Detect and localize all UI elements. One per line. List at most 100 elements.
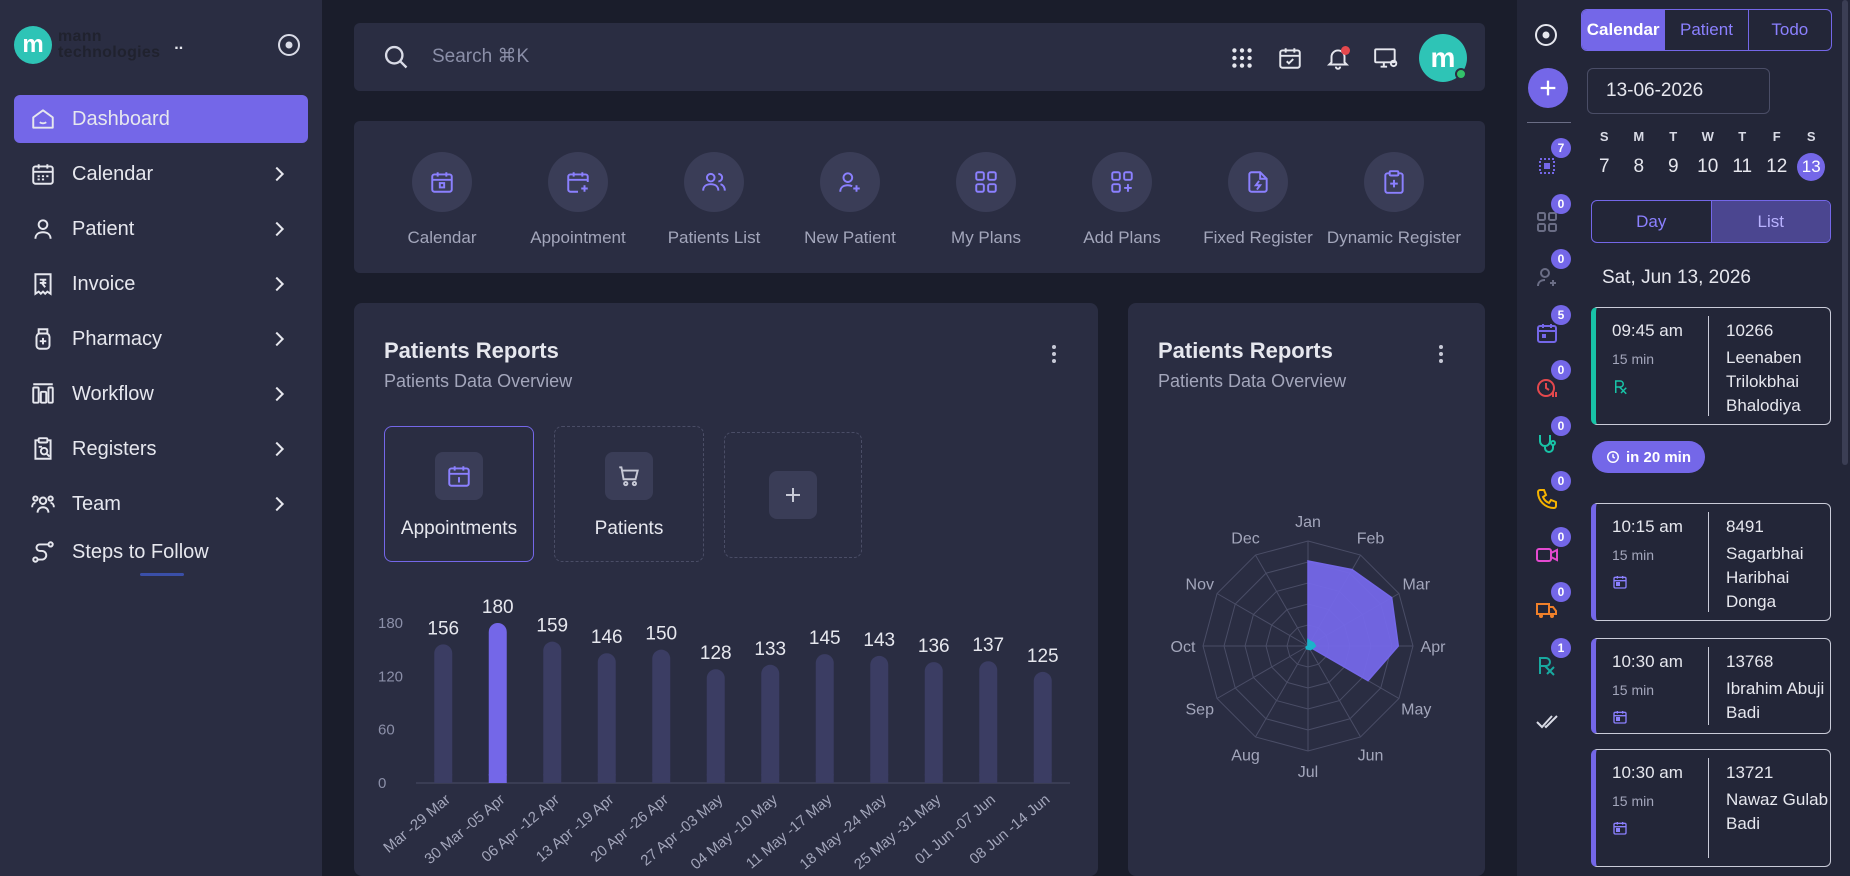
bar[interactable] [488, 623, 507, 783]
apps-grid-icon[interactable] [1229, 45, 1255, 71]
sidebar-item-steps[interactable]: Steps to Follow [14, 535, 308, 569]
appointment-card[interactable]: 09:45 am 15 min 10266 Leenaben Trilokbhai B… [1591, 307, 1831, 425]
day-number-label: 7 [1598, 156, 1610, 177]
appointment-card[interactable]: 10:30 am 15 min 13768 Ibrahim Abuji Badi [1591, 638, 1831, 734]
sidebar-item-label: Team [72, 492, 121, 515]
right-icon-strip: 7 0 0 5 0 0 0 0 0 1 [1517, 0, 1573, 876]
brand-menu-dots[interactable]: .. [174, 36, 184, 53]
appointments-tile[interactable]: Appointments [384, 426, 534, 562]
appointment-card[interactable]: 10:15 am 15 min 8491 Sagarbhai Haribhai Don… [1591, 503, 1831, 621]
day-number[interactable]: 8 [1622, 153, 1657, 181]
quick-action-fixed-register[interactable]: Fixed Register [1190, 152, 1326, 248]
bar[interactable] [815, 654, 834, 783]
tab-calendar[interactable]: Calendar [1582, 10, 1666, 50]
sidebar-item-team[interactable]: Team [14, 480, 308, 528]
clipboard-plus-icon [1364, 152, 1424, 212]
sidebar-item-dashboard[interactable]: Dashboard [14, 95, 308, 143]
brand-name-line1: mann [58, 28, 102, 45]
more-vertical-icon[interactable] [1437, 343, 1445, 365]
divider [1708, 758, 1709, 858]
quick-action-label: Fixed Register [1203, 228, 1313, 247]
day-number[interactable]: 10 [1691, 153, 1726, 181]
steps-icon [30, 539, 56, 565]
more-vertical-icon[interactable] [1050, 343, 1058, 365]
day-number[interactable]: 11 [1725, 153, 1760, 181]
bar[interactable] [434, 644, 453, 783]
clock-icon [1607, 451, 1619, 463]
calendar-check-icon[interactable] [1277, 45, 1303, 71]
dotted-square-icon[interactable] [1535, 154, 1561, 180]
stethoscope-icon[interactable] [1535, 432, 1561, 458]
target-icon[interactable] [1534, 23, 1558, 47]
patients-tile[interactable]: Patients [554, 426, 704, 562]
sidebar-item-patient[interactable]: Patient [14, 205, 308, 253]
clock-pause-icon[interactable] [1535, 376, 1561, 402]
day-number[interactable]: 9 [1656, 153, 1691, 181]
quick-action-appointment[interactable]: Appointment [510, 152, 646, 248]
day-today[interactable]: 13 [1794, 153, 1829, 181]
sidebar-item-registers[interactable]: Registers [14, 425, 308, 473]
bell-icon[interactable] [1325, 45, 1351, 71]
bar[interactable] [597, 653, 616, 783]
calendar-check-icon[interactable] [1535, 321, 1561, 347]
appointment-duration: 15 min [1612, 793, 1655, 809]
sidebar-item-pharmacy[interactable]: Pharmacy [14, 315, 308, 363]
double-check-icon[interactable] [1535, 709, 1561, 735]
phone-icon[interactable] [1535, 487, 1561, 513]
bar-value-label: 137 [972, 635, 1004, 656]
bar[interactable] [652, 649, 671, 783]
quick-action-patients-list[interactable]: Patients List [646, 152, 782, 248]
day-row: 7 8 9 10 11 12 13 [1587, 153, 1831, 181]
appointment-card[interactable]: 10:30 am 15 min 13721 Nawaz Gulab Badi [1591, 749, 1831, 867]
avatar[interactable]: m [1419, 34, 1467, 82]
quick-action-label: Dynamic Register [1326, 228, 1462, 247]
quick-action-dynamic-register[interactable]: Dynamic Register [1326, 152, 1462, 248]
truck-icon[interactable] [1535, 598, 1561, 624]
view-day-button[interactable]: Day [1592, 201, 1712, 242]
quick-action-add-plans[interactable]: Add Plans [1054, 152, 1190, 248]
bar[interactable] [1033, 671, 1052, 783]
bar[interactable] [543, 641, 562, 783]
day-number-label: 10 [1697, 156, 1719, 177]
quick-action-new-patient[interactable]: New Patient [782, 152, 918, 248]
patient-name: Sagarbhai Haribhai Donga [1726, 544, 1804, 611]
sidebar-item-invoice[interactable]: Invoice [14, 260, 308, 308]
add-button[interactable] [1528, 68, 1568, 108]
brand-logo: m [14, 26, 52, 64]
apps-icon[interactable] [1535, 210, 1561, 236]
sidebar-item-workflow[interactable]: Workflow [14, 370, 308, 418]
rx-icon[interactable] [1535, 654, 1561, 680]
steps-progress-indicator [140, 573, 184, 576]
sidebar-item-calendar[interactable]: Calendar [14, 150, 308, 198]
count-badge: 0 [1551, 193, 1571, 214]
axis-label: Sep [1186, 702, 1215, 719]
y-tick-label: 120 [378, 668, 403, 685]
divider [1708, 316, 1709, 416]
bar[interactable] [870, 655, 889, 783]
add-tile-button[interactable] [724, 432, 862, 558]
video-icon[interactable] [1535, 543, 1561, 569]
search-icon[interactable] [382, 43, 410, 71]
user-plus-icon[interactable] [1535, 265, 1561, 291]
quick-action-my-plans[interactable]: My Plans [918, 152, 1054, 248]
tab-patient[interactable]: Patient [1665, 10, 1749, 50]
date-field[interactable]: 13-06-2026 [1587, 68, 1770, 114]
bar[interactable] [979, 661, 998, 783]
radar-series-2[interactable] [1305, 638, 1317, 651]
view-list-button[interactable]: List [1711, 201, 1830, 242]
bar[interactable] [761, 664, 780, 783]
brand[interactable]: m mann technologies .. [14, 26, 183, 64]
day-number[interactable]: 7 [1587, 153, 1622, 181]
target-icon[interactable] [277, 33, 301, 57]
day-number[interactable]: 12 [1760, 153, 1795, 181]
tab-todo[interactable]: Todo [1771, 20, 1809, 39]
quick-action-calendar[interactable]: Calendar [374, 152, 510, 248]
scrollbar-thumb[interactable] [1842, 0, 1848, 465]
bar[interactable] [706, 669, 725, 783]
search-input[interactable]: Search ⌘K [432, 46, 530, 67]
sidebar-item-label: Steps to Follow [72, 540, 209, 563]
page-scrollbar[interactable] [1842, 0, 1850, 876]
screen-settings-icon[interactable] [1373, 45, 1399, 71]
patients-report-card: Patients Reports Patients Data Overview … [354, 303, 1098, 876]
bar[interactable] [924, 662, 943, 783]
